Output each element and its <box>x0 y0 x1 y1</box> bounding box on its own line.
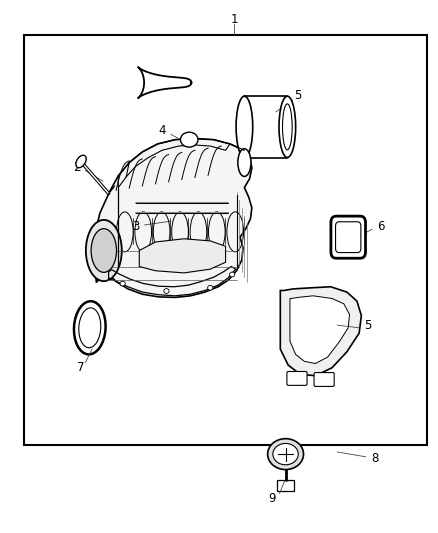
FancyBboxPatch shape <box>336 222 361 253</box>
Text: 3: 3 <box>132 220 139 233</box>
FancyBboxPatch shape <box>331 216 365 258</box>
Ellipse shape <box>180 132 198 147</box>
Text: 4: 4 <box>158 124 166 137</box>
Ellipse shape <box>164 289 169 293</box>
Bar <box>24 35 427 445</box>
FancyBboxPatch shape <box>314 373 334 386</box>
Ellipse shape <box>74 301 106 354</box>
Ellipse shape <box>120 281 125 286</box>
Ellipse shape <box>273 443 298 465</box>
Polygon shape <box>280 287 361 376</box>
Text: 6: 6 <box>377 220 385 233</box>
Text: 8: 8 <box>371 452 378 465</box>
Text: 1: 1 <box>230 13 238 26</box>
Text: 2: 2 <box>73 161 81 174</box>
Ellipse shape <box>268 439 304 470</box>
Ellipse shape <box>236 96 253 158</box>
Ellipse shape <box>79 308 101 348</box>
Text: 9: 9 <box>268 492 276 505</box>
Polygon shape <box>290 296 350 364</box>
Polygon shape <box>94 139 252 297</box>
Polygon shape <box>139 239 226 273</box>
Ellipse shape <box>279 96 296 158</box>
Ellipse shape <box>208 286 213 290</box>
Text: 5: 5 <box>364 319 371 332</box>
FancyBboxPatch shape <box>287 372 307 385</box>
Text: 5: 5 <box>294 90 301 102</box>
Text: 7: 7 <box>77 361 85 374</box>
Ellipse shape <box>238 149 251 176</box>
Ellipse shape <box>76 155 86 168</box>
Ellipse shape <box>86 220 122 281</box>
Ellipse shape <box>91 229 117 272</box>
Bar <box>277 480 294 491</box>
Ellipse shape <box>230 272 235 277</box>
